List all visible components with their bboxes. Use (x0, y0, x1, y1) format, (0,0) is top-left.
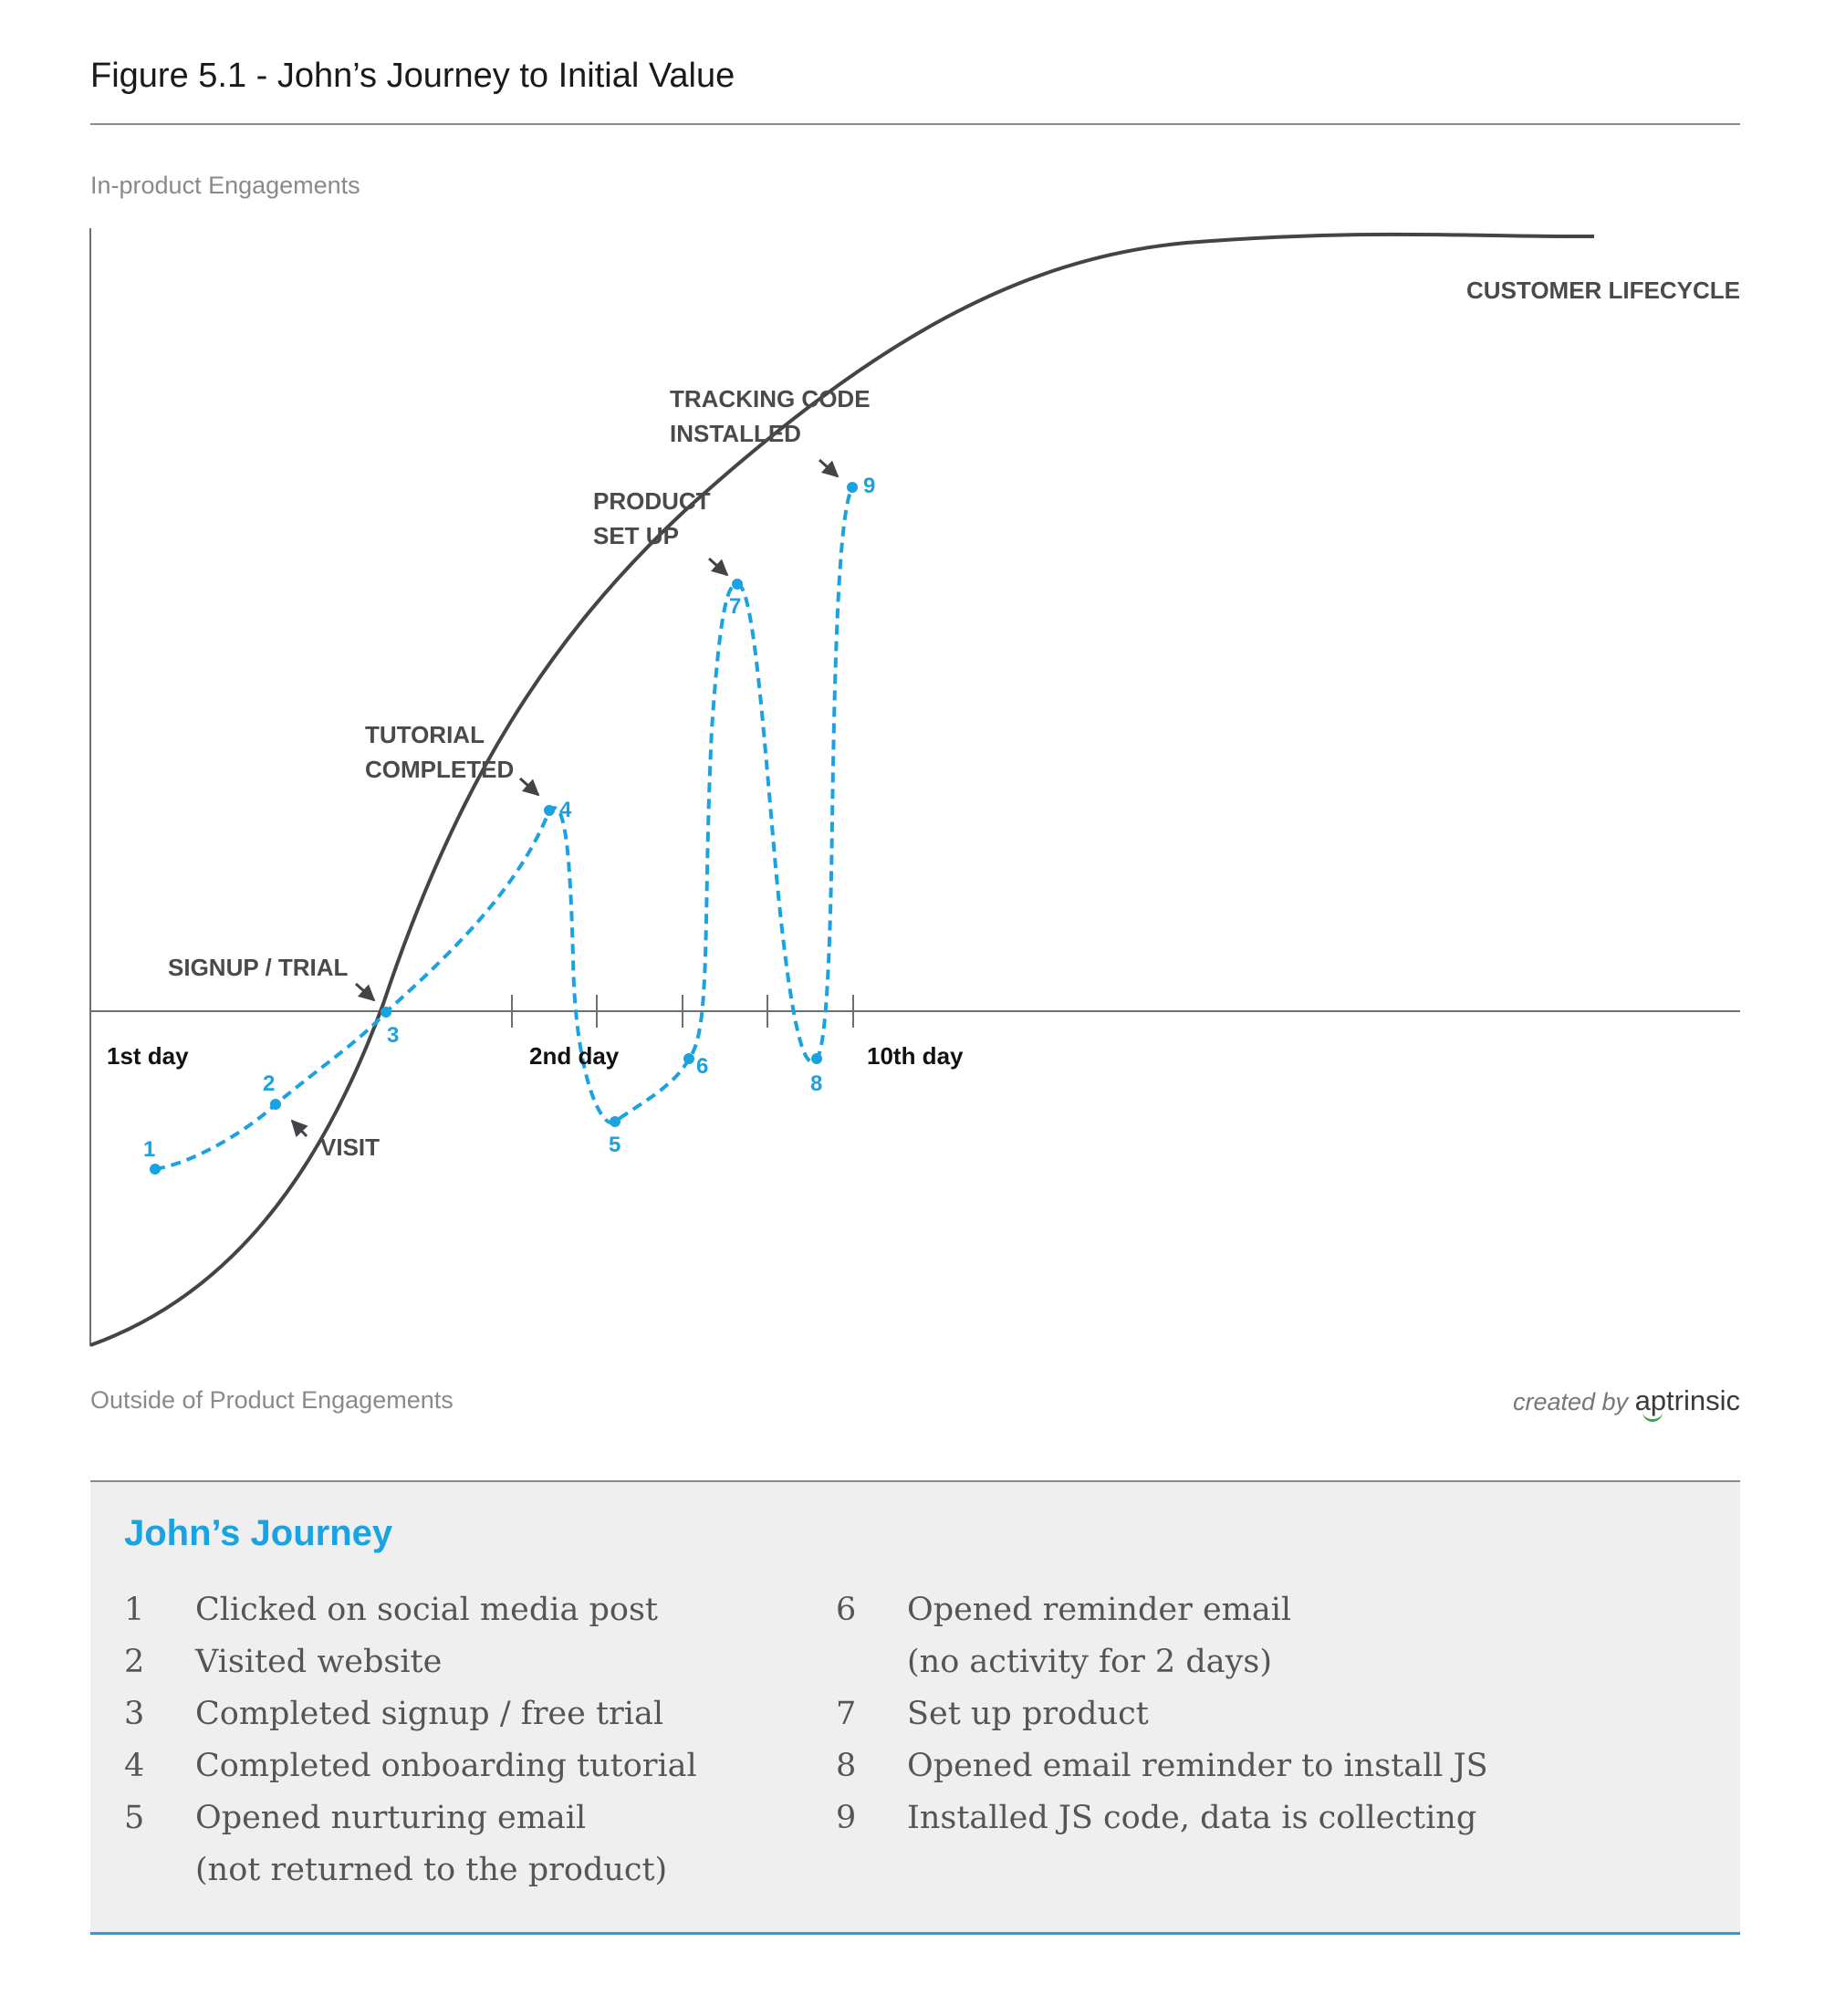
legend-column-right: 6 Opened reminder email (no activity for 2… (836, 1584, 1488, 1844)
legend-item-number: 1 (124, 1592, 145, 1628)
milestone-product-label: PRODUCT SET UP (593, 487, 711, 549)
journey-diagram: CUSTOMER LIFECYCLE 1 2 3 4 5 6 7 8 9 1st… (89, 228, 1740, 1347)
legend-item-text: Completed onboarding tutorial (195, 1748, 697, 1784)
arrow-tracking (818, 458, 840, 478)
legend-item-number: 7 (836, 1696, 857, 1732)
journey-point-1 (150, 1164, 161, 1175)
milestone-arrows (290, 458, 840, 1138)
legend-item-text: Clicked on social media post (195, 1592, 658, 1628)
legend-item: (not returned to the product) (124, 1844, 697, 1896)
legend-item-number: 2 (124, 1644, 145, 1680)
day-label-tenth: 10th day (867, 1042, 964, 1070)
milestone-labels: VISIT SIGNUP / TRIAL TUTORIAL COMPLETED P… (168, 385, 871, 1161)
journey-point-9 (847, 482, 858, 493)
y-axis-bottom-label: Outside of Product Engagements (90, 1386, 454, 1414)
legend-column-left: 1 Clicked on social media post 2 Visited we… (124, 1584, 697, 1896)
legend-item: 3 Completed signup / free trial (124, 1688, 697, 1740)
legend-item: 4 Completed onboarding tutorial (124, 1740, 697, 1792)
legend-item: 9 Installed JS code, data is collecting (836, 1792, 1488, 1844)
legend-item: 5 Opened nurturing email (124, 1792, 697, 1844)
legend-item: (no activity for 2 days) (836, 1636, 1488, 1688)
legend-item: 7 Set up product (836, 1688, 1488, 1740)
journey-point-4 (544, 805, 555, 816)
legend-item-number: 6 (836, 1592, 857, 1628)
x-axis-ticks (511, 995, 854, 1028)
journey-point-label: 5 (609, 1133, 620, 1157)
legend-item-text: Set up product (907, 1696, 1149, 1732)
milestone-visit-label: VISIT (320, 1133, 380, 1161)
legend-item: 2 Visited website (124, 1636, 697, 1688)
brand-smile-icon (1642, 1412, 1663, 1422)
legend-item-text: Opened nurturing email (195, 1800, 587, 1836)
legend-item: 1 Clicked on social media post (124, 1584, 697, 1636)
milestone-signup-label: SIGNUP / TRIAL (168, 954, 349, 981)
arrow-signup (354, 982, 376, 1002)
title-divider (90, 123, 1740, 125)
journey-point-5 (610, 1116, 620, 1127)
day-label-second: 2nd day (529, 1042, 620, 1070)
legend-item-text: Installed JS code, data is collecting (907, 1800, 1477, 1836)
legend-item: 8 Opened email reminder to install JS (836, 1740, 1488, 1792)
legend-item-number: 3 (124, 1696, 145, 1732)
figure-title: Figure 5.1 - John’s Journey to Initial V… (90, 57, 735, 95)
arrow-visit (290, 1119, 308, 1138)
credit: created by aptrinsic (1512, 1384, 1740, 1422)
legend-title: John’s Journey (124, 1513, 393, 1553)
journey-point-8 (811, 1053, 822, 1064)
journey-point-label: 3 (387, 1023, 399, 1048)
customer-lifecycle-curve (89, 232, 1595, 1347)
legend-item-number: 8 (836, 1748, 857, 1784)
legend-item-text: (no activity for 2 days) (907, 1644, 1272, 1680)
brand-logo: aptrinsic (1635, 1384, 1740, 1422)
journey-point-label: 6 (696, 1054, 708, 1079)
day-labels: 1st day 2nd day 10th day (107, 1042, 964, 1070)
legend-item-text: Opened reminder email (907, 1592, 1292, 1628)
journey-point-label: 8 (810, 1071, 822, 1096)
journey-point-3 (381, 1007, 391, 1018)
legend-item-number (836, 1636, 907, 1688)
arrow-product (707, 557, 729, 577)
journey-point-label: 2 (263, 1071, 275, 1096)
journey-point-label: 4 (559, 798, 572, 822)
john-journey-path (154, 486, 854, 1171)
journey-point-6 (683, 1053, 694, 1064)
legend-item: 6 Opened reminder email (836, 1584, 1488, 1636)
legend-panel: John’s Journey 1 Clicked on social media … (90, 1480, 1740, 1935)
legend-item-text: (not returned to the product) (195, 1852, 668, 1888)
legend-item-text: Visited website (195, 1644, 443, 1680)
journey-point-numbers: 1 2 3 4 5 6 7 8 9 (143, 474, 875, 1162)
journey-point-label: 9 (863, 474, 875, 498)
journey-point-2 (270, 1099, 281, 1110)
journey-point-label: 7 (729, 594, 741, 619)
journey-points (150, 482, 858, 1175)
legend-item-number: 5 (124, 1800, 145, 1836)
customer-lifecycle-label: CUSTOMER LIFECYCLE (1466, 277, 1740, 304)
legend-item-text: Opened email reminder to install JS (907, 1748, 1488, 1784)
journey-point-label: 1 (143, 1137, 155, 1162)
journey-point-7 (732, 579, 743, 590)
milestone-tutorial-label: TUTORIAL COMPLETED (365, 721, 514, 783)
legend-item-text: Completed signup / free trial (195, 1696, 664, 1732)
milestone-tracking-label: TRACKING CODE INSTALLED (670, 385, 871, 447)
legend-item-number (124, 1844, 195, 1896)
arrow-tutorial (518, 777, 540, 797)
legend-item-number: 9 (836, 1800, 857, 1836)
credit-prefix: created by (1512, 1388, 1629, 1415)
day-label-first: 1st day (107, 1042, 189, 1070)
legend-item-number: 4 (124, 1748, 145, 1784)
y-axis-top-label: In-product Engagements (90, 172, 360, 199)
